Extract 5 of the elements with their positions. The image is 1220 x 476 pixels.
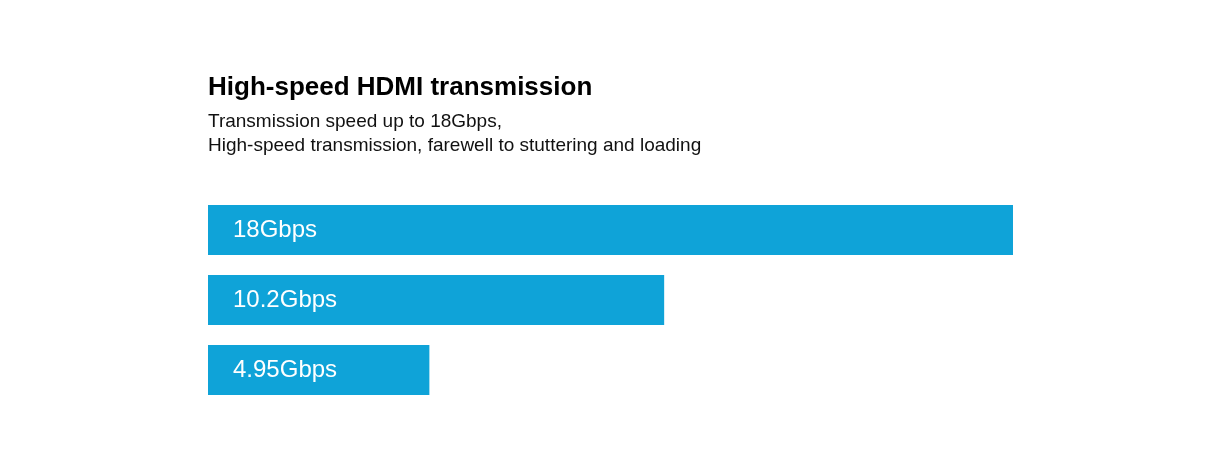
chart-subtitle: Transmission speed up to 18Gbps, High-speed transmission, farewell to stuttering and loading xyxy=(208,110,702,155)
data-label: 10.2Gbps xyxy=(233,285,338,312)
data-label: 4.95Gbps xyxy=(233,355,338,382)
data-label: 18Gbps xyxy=(233,215,318,242)
chart-title: High-speed HDMI transmission xyxy=(208,71,593,101)
